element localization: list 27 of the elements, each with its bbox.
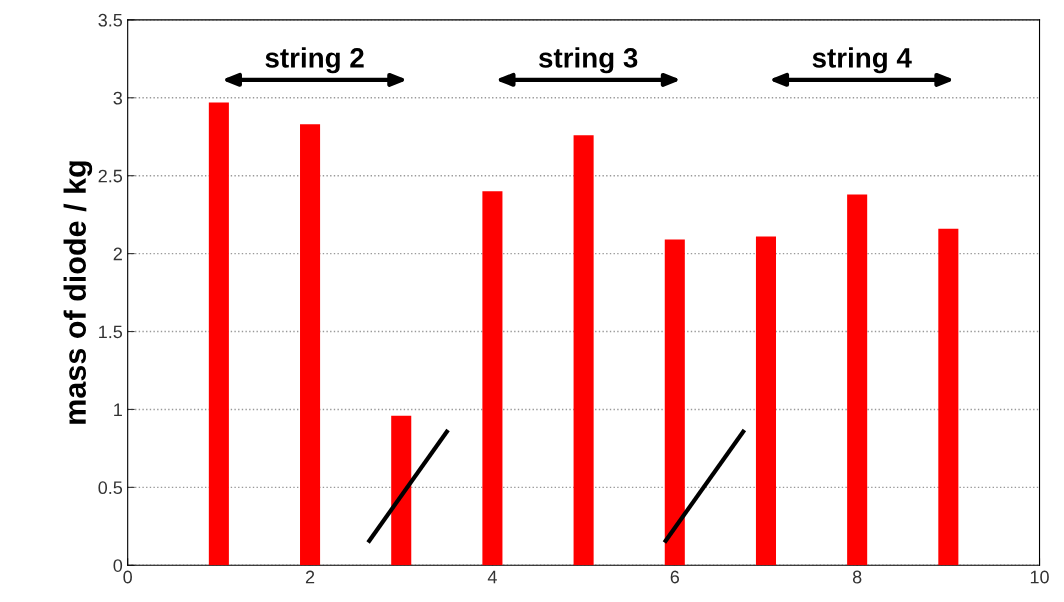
annotation: string 3: [538, 47, 638, 74]
y-tick-label: 0.5: [98, 481, 123, 495]
y-tick-label: 2: [113, 247, 122, 261]
x-tick-label: 10: [1030, 570, 1049, 584]
y-tick-label: 0: [113, 559, 123, 572]
x-tick-label: 0: [123, 570, 132, 584]
x-tick-label: 8: [852, 570, 862, 584]
x-tick-label: 2: [305, 570, 315, 584]
bar: [664, 239, 685, 566]
bar: [300, 124, 321, 566]
x-tick-label: 4: [487, 570, 497, 584]
y-tick-label: 2.5: [98, 169, 123, 183]
bar: [573, 135, 594, 566]
bar: [847, 194, 868, 566]
y-tick-label: 1.5: [99, 325, 123, 339]
y-tick-label: 3.5: [98, 13, 123, 27]
x-tick-label: 6: [670, 570, 680, 584]
annotation: string 2: [265, 47, 364, 74]
y-tick-label: 3: [113, 91, 123, 105]
bar: [391, 415, 412, 566]
y-axis-title: mass of diode / kg: [63, 161, 93, 424]
bar: [938, 228, 959, 566]
bar: [208, 102, 229, 566]
bar: [755, 236, 776, 566]
bar: [482, 191, 503, 566]
y-tick-label: 1: [114, 403, 122, 416]
annotation: string 4: [812, 47, 912, 74]
